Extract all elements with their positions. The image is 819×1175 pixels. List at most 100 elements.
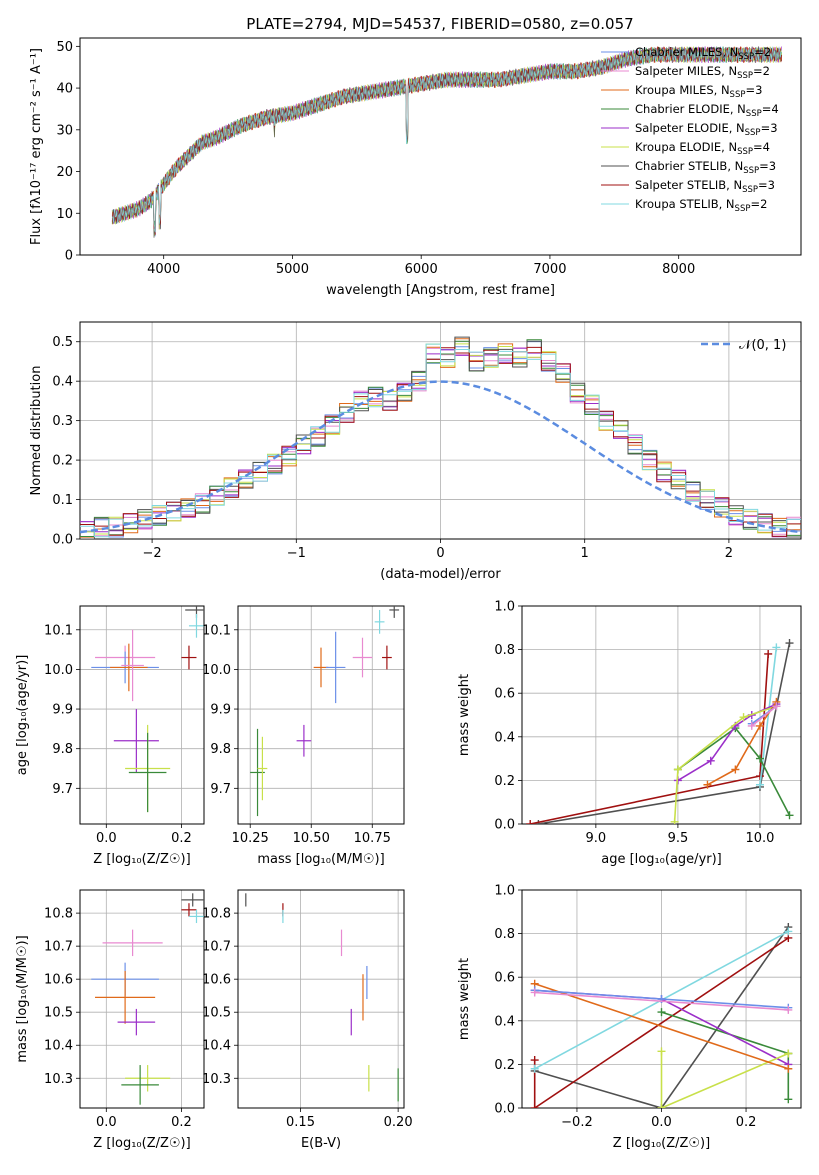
legend-entry: Chabrier STELIB, NSSP=3: [635, 159, 776, 176]
legend-entry: Salpeter ELODIE, NSSP=3: [635, 121, 778, 138]
legend-entry-name: Salpeter STELIB, N: [635, 178, 742, 192]
x-axis-label: (data-model)/error: [380, 567, 501, 582]
x-axis-label: Z [log₁₀(Z/Z☉)]: [93, 1136, 190, 1151]
y-tick-label: 10.5: [202, 1006, 231, 1021]
errorbar-point: [110, 643, 148, 692]
y-tick-label: 10.6: [44, 973, 73, 988]
legend-entry-name: Kroupa STELIB, N: [635, 197, 735, 211]
residuals-plot-area: [80, 336, 801, 539]
mass-weight-marker: [784, 1049, 793, 1058]
y-axis-label: Flux [fλ10⁻¹⁷ erg cm⁻² s⁻¹ A⁻¹]: [29, 48, 44, 245]
age-vs-Z-plot-area: [91, 606, 204, 813]
errorbar-point: [296, 724, 312, 757]
y-tick-label: 0.6: [494, 971, 515, 986]
legend-entry: Kroupa MILES, NSSP=3: [635, 83, 762, 100]
errorbar-point: [128, 732, 167, 813]
mass-weight-marker: [739, 713, 748, 722]
y-tick-label: 0.2: [494, 1058, 515, 1073]
y-tick-label: 0.4: [494, 730, 515, 745]
x-tick-label: −2: [143, 546, 162, 561]
y-axis-label: mass [log₁₀(M/M☉)]: [15, 935, 30, 1062]
errorbar-point: [102, 929, 163, 957]
residuals-legend: 𝒩(0, 1): [701, 338, 786, 353]
residuals-axes: −2 −1 0 1 2 0.0 0.1 0.2 0.3 0.4 0.5 (data-model)/er…: [29, 321, 802, 582]
mass-weight-marker: [657, 1104, 666, 1108]
legend-entry-name: Salpeter MILES, N: [635, 64, 737, 78]
y-tick-label: 10.8: [202, 907, 231, 922]
mass-weight-vs-age-plot-area: [526, 639, 794, 824]
errorbar-point: [352, 637, 373, 678]
x-axis-label: Z [log₁₀(Z/Z☉)]: [93, 852, 190, 867]
y-tick-label: 9.8: [210, 742, 231, 757]
legend-entry: Chabrier ELODIE, NSSP=4: [635, 102, 779, 119]
y-tick-label: 10.8: [44, 907, 73, 922]
legend-entry-subscript: SSP: [742, 185, 758, 195]
spectrum-plot-area: [111, 46, 783, 238]
mass-weight-marker: [534, 820, 543, 824]
mass-weight-line: [534, 982, 789, 1070]
y-tick-label: 10.7: [202, 940, 231, 955]
x-axis-label: mass [log₁₀(M/M☉)]: [257, 852, 384, 867]
normal-reference-curve: [80, 380, 801, 534]
errorbar-point: [113, 709, 159, 773]
legend-entry-name: Chabrier ELODIE, N: [635, 102, 746, 116]
axes-frame: [79, 605, 205, 825]
mass-weight-marker: [784, 1064, 793, 1073]
y-tick-label: 0.0: [494, 1102, 515, 1117]
mass-weight-marker: [747, 721, 756, 730]
mass-weight-line: [759, 647, 778, 785]
y-tick-label: 50: [56, 40, 73, 55]
x-axis-label: Z [log₁₀(Z/Z☉)]: [613, 1136, 710, 1151]
axes-frame: [79, 889, 205, 1109]
mass-weight-vs-Z-plot-area: [530, 923, 793, 1108]
mass-weight-line: [677, 727, 791, 816]
y-tick-label: 0.0: [52, 533, 73, 548]
y-tick-label: 10.1: [202, 623, 231, 638]
y-tick-label: 40: [56, 82, 73, 97]
y-tick-label: 30: [56, 123, 73, 138]
mass-vs-Z-plot-area: [91, 893, 204, 1105]
x-tick-label: 0.0: [651, 1115, 672, 1130]
errorbar-point: [188, 909, 204, 924]
y-axis-label: mass weight: [457, 674, 472, 756]
x-tick-label: 2: [725, 546, 733, 561]
x-axis-label: wavelength [Angstrom, rest frame]: [326, 283, 555, 298]
y-tick-label: 1.0: [494, 884, 515, 899]
x-axis-label: E(B-V): [301, 1136, 341, 1151]
legend-entry-count: =3: [758, 178, 775, 192]
mass-weight-marker: [785, 811, 794, 820]
mass-weight-marker: [784, 1095, 793, 1104]
y-tick-label: 9.8: [52, 742, 73, 757]
legend-entry-count: =2: [750, 197, 767, 211]
errorbar-point: [121, 629, 144, 702]
age-vs-mass-axes: 10.25 10.50 10.75 9.7 9.8 9.9 10.0 10.1 mass [lo…: [202, 605, 405, 867]
x-tick-label: 10.0: [745, 831, 774, 846]
x-tick-label: 0.0: [96, 831, 117, 846]
y-tick-label: 10.4: [202, 1039, 231, 1054]
y-tick-label: 10.5: [44, 1006, 73, 1021]
errorbar-point: [181, 893, 204, 907]
mass-weight-marker: [530, 988, 539, 997]
legend-entry-subscript: SSP: [737, 71, 753, 81]
mass-weight-vs-age-axes: 9.0 9.5 10.0 0.0 0.2 0.4 0.6 0.8 1.0 age [log₁₀(a…: [457, 600, 802, 867]
y-tick-label: 9.9: [210, 703, 231, 718]
legend-entry-subscript: SSP: [745, 128, 761, 138]
axes-frame: [237, 605, 405, 825]
x-tick-label: 0.2: [171, 831, 192, 846]
mass-weight-marker: [530, 1056, 539, 1065]
legend-entry-name: Kroupa ELODIE, N: [635, 140, 737, 154]
legend-entry-count: =3: [745, 83, 762, 97]
errorbar-point: [382, 645, 392, 670]
legend-entry-count: =3: [759, 159, 776, 173]
errorbar-point: [389, 606, 400, 618]
mass-weight-marker: [785, 639, 794, 648]
mass-weight-marker: [784, 1005, 793, 1014]
y-tick-label: 0.6: [494, 687, 515, 702]
x-tick-label: 9.0: [586, 831, 607, 846]
figure-title: PLATE=2794, MJD=54537, FIBERID=0580, z=0…: [246, 15, 633, 33]
y-tick-label: 0.0: [494, 818, 515, 833]
mass-weight-line: [530, 653, 769, 824]
mass-weight-marker: [657, 1047, 666, 1056]
legend-entry: 𝒩(0, 1): [739, 338, 786, 353]
